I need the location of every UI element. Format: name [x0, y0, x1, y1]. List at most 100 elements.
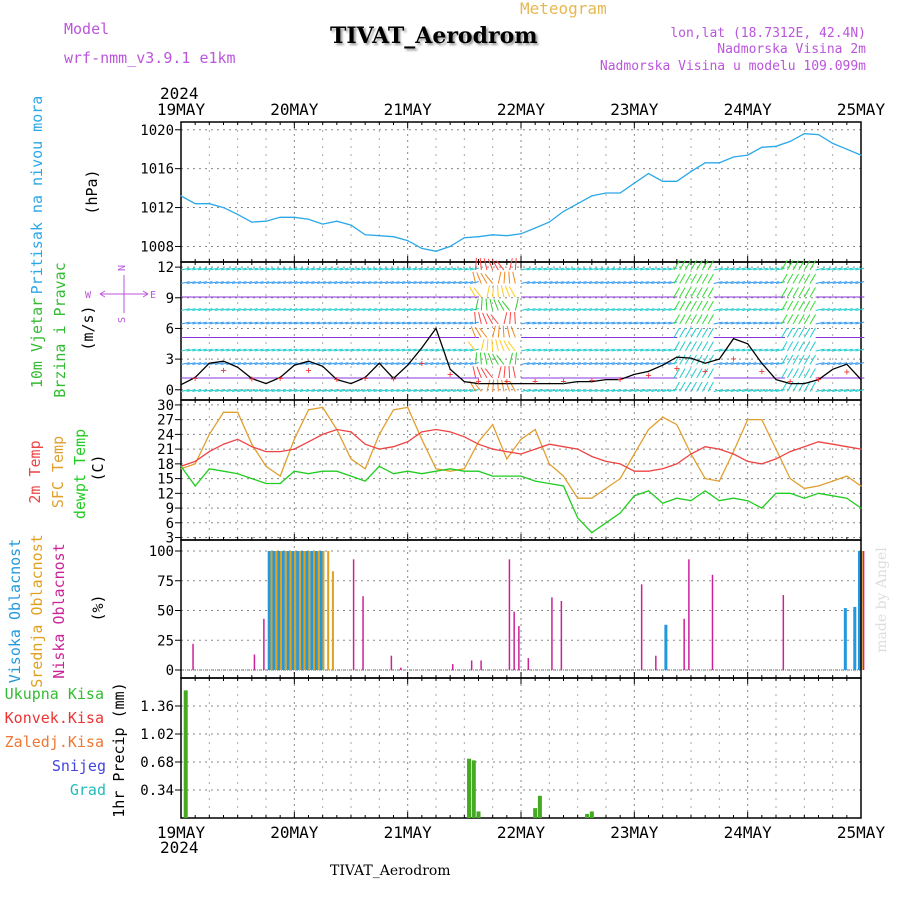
wind-arrow — [192, 267, 202, 271]
pressure-line-point — [180, 195, 182, 197]
year-top: 2024 — [160, 84, 199, 103]
wind-arrow — [855, 362, 865, 365]
wind-arrow — [243, 348, 253, 352]
wind-arrow — [605, 281, 615, 284]
wind-arrow — [328, 321, 338, 325]
dewpt-line-point — [562, 485, 565, 487]
wind-arrow — [265, 321, 275, 325]
y-tick-label: 12 — [157, 260, 174, 276]
wind-arrow — [294, 389, 304, 392]
dewpt-line-point — [577, 517, 579, 519]
wind-arrow — [588, 362, 598, 365]
wind-arrow — [826, 348, 836, 352]
wind-arrow — [843, 389, 853, 392]
wind-arrow — [532, 308, 542, 311]
gust-marker: + — [221, 365, 227, 376]
wind-arrow — [322, 389, 332, 392]
wind-arrow — [600, 321, 610, 325]
wind-arrow — [288, 348, 298, 352]
wind-speed-line-point — [449, 368, 451, 370]
wind-arrow — [855, 321, 865, 325]
wind-arrow — [645, 348, 655, 352]
station-title: TIVAT_Aerodrom — [330, 23, 538, 49]
wind-arrow — [622, 321, 632, 325]
wind-arrow — [690, 341, 697, 352]
wind-speed-line-point — [846, 363, 848, 365]
temp2m-line — [180, 428, 862, 472]
pressure-line-point — [364, 234, 366, 236]
wind-arrow — [707, 287, 714, 298]
dewpt-line-point — [208, 468, 210, 470]
wind-arrow — [566, 389, 576, 392]
wind-arrow — [424, 348, 434, 352]
wind-arrow — [798, 368, 805, 379]
wind-arrow — [645, 362, 655, 365]
wind-arrow — [792, 368, 799, 379]
pressure-line-point — [605, 192, 607, 194]
wind-arrow — [849, 389, 859, 392]
wind-arrow — [781, 314, 788, 325]
sfc-temp-line-point — [407, 406, 409, 408]
wind-arrow — [634, 321, 644, 325]
wind-arrow — [237, 348, 247, 352]
wind-arrow — [815, 348, 825, 352]
y-tick-label: 0 — [166, 383, 174, 399]
wind-arrow — [248, 308, 258, 311]
pressure-line-point — [265, 220, 267, 222]
wind-arrow — [282, 389, 292, 392]
pressure-line-point — [208, 203, 210, 205]
cloud-bar — [305, 551, 309, 670]
wind-speed-line-point — [662, 364, 664, 366]
sfc-temp-line-point — [591, 497, 593, 499]
wind-arrow — [345, 348, 355, 352]
wind-arrow — [849, 267, 859, 271]
wind-arrow — [821, 389, 831, 392]
dewpt-line-point — [222, 470, 225, 472]
wind-arrow — [701, 341, 709, 352]
wind-arrow — [237, 321, 247, 325]
footer-station: TIVAT_Aerodrom — [330, 863, 451, 879]
wind-arrow — [786, 341, 794, 352]
wind-arrow — [328, 281, 338, 284]
wind-arrow — [490, 314, 499, 325]
wind-arrow — [345, 281, 355, 284]
wind-arrow — [588, 267, 598, 271]
wind-arrow — [673, 327, 680, 338]
wind-arrow — [588, 308, 598, 311]
wind-arrow — [418, 362, 428, 365]
wind-arrow — [520, 321, 530, 325]
temp2m-line-point — [846, 446, 848, 448]
wind-arrow — [554, 308, 564, 311]
date-label-top: 22MAY — [497, 100, 546, 119]
wind-arrow — [447, 348, 457, 352]
wind-arrow — [248, 362, 258, 365]
wind-speed-line-point — [194, 376, 196, 379]
pressure-line-point — [222, 206, 225, 209]
wind-arrow — [821, 362, 831, 365]
wind-arrow — [781, 287, 788, 298]
wind-arrow — [214, 362, 224, 365]
wind-arrow — [583, 389, 593, 392]
y-tick-label: 9 — [166, 291, 174, 307]
wind-arrow — [214, 308, 224, 311]
wind-arrow — [622, 267, 632, 271]
wind-arrow — [186, 321, 196, 325]
wind-speed-line-point — [761, 362, 763, 364]
wind-arrow — [577, 281, 587, 284]
wind-arrow — [849, 348, 859, 352]
dewpt-line-point — [761, 507, 763, 509]
wind-arrow — [526, 267, 536, 271]
wind-arrow — [299, 362, 309, 365]
cloud-bar — [352, 559, 355, 670]
wind-arrow — [514, 257, 517, 271]
sfc-temp-line-point — [492, 423, 494, 426]
date-label-bottom: 23MAY — [610, 823, 659, 842]
wind-arrow — [509, 352, 514, 365]
temp2m-line-point — [477, 443, 480, 445]
wind-arrow — [413, 281, 423, 284]
wind-arrow — [356, 321, 366, 325]
wind-arrow — [684, 300, 692, 311]
wind-arrow — [719, 281, 729, 284]
wind-arrow — [696, 287, 703, 298]
wind-arrow — [792, 341, 799, 352]
